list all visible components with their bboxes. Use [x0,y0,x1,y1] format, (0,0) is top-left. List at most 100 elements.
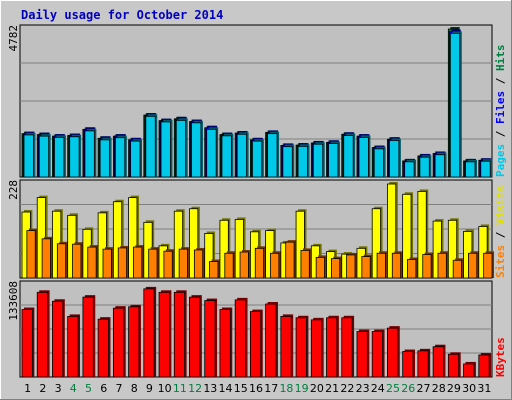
visits-ymax-label: 228 [7,180,20,200]
kbytes-kbytes-bar [310,319,323,378]
kbytes-kbytes-bar [143,288,155,378]
visits-legend-part-2: Visits [494,185,507,225]
kbytes-kbytes-bar [249,311,262,378]
kbytes-legend-part-0: KBytes [494,337,507,377]
visits-sites-bar [254,247,265,279]
hits-panel: 4782 Pages / Files / Hits [7,24,507,178]
kbytes-kbytes-bar [112,307,125,378]
hits-pages-bar [389,140,400,178]
visits-visits-bar [128,197,138,279]
kbytes-kbytes-bar [189,296,201,378]
hits-ymax-label: 4782 [7,25,20,52]
kbytes-kbytes-bar [371,331,383,378]
visits-sites-bar [26,230,36,279]
visits-sites-bar [239,251,249,279]
visits-sites-bar [193,249,204,279]
x-tick-label-10: 10 [158,382,172,395]
kbytes-kbytes-bar [128,306,140,378]
hits-pages-bar [221,135,232,178]
hits-legend-label: Pages / Files / Hits [494,45,507,178]
kbytes-kbytes-bar [67,316,79,378]
x-tick-label-21: 21 [325,382,339,395]
hits-legend-part-4: Hits [494,45,507,72]
hits-pages-bar [267,133,278,178]
visits-visits-bar [189,208,199,279]
chart-title: Daily usage for October 2014 [21,8,223,22]
hits-pages-bar [114,137,126,178]
hits-pages-bar [297,145,308,178]
x-tick-label-28: 28 [432,382,446,395]
hits-pages-bar [175,119,187,178]
visits-visits-bar [447,219,458,279]
hits-pages-bar [54,136,65,178]
kbytes-kbytes-bar [36,291,48,378]
x-tick-label-27: 27 [416,382,430,395]
hits-pages-bar [251,140,263,178]
kbytes-kbytes-bar [326,317,338,378]
x-tick-label-4: 4 [70,382,77,395]
visits-visits-bar [219,219,229,279]
x-tick-label-31: 31 [477,382,491,395]
visits-sites-bar [224,252,234,279]
x-tick-label-6: 6 [100,382,107,395]
kbytes-kbytes-bar [417,350,429,378]
visits-sites-bar [87,246,97,279]
hits-pages-bar [160,121,171,178]
visits-visits-bar [204,233,214,279]
visits-sites-bar [178,248,188,279]
visits-sites-bar [330,258,341,279]
x-tick-label-1: 1 [24,382,31,395]
visits-sites-bar [361,256,371,279]
visits-sites-bar [407,259,417,279]
hits-pages-bar [449,32,461,178]
hits-pages-bar [480,160,491,178]
visits-sites-bar [270,252,280,279]
visits-sites-bar [376,252,386,279]
visits-sites-bar [209,261,219,279]
kbytes-kbytes-bar [97,318,109,378]
kbytes-kbytes-bar [432,346,444,378]
hits-legend-part-3: / [494,71,507,91]
hits-pages-bar [312,143,324,178]
kbytes-kbytes-bar [402,351,414,378]
hits-pages-bar [236,133,248,178]
x-tick-label-30: 30 [462,382,476,395]
x-axis-labels: 1 2 3 4 5 6 7 8 9 10 11 12 13 14 15 16 17 18 19 20 21 22 23 24 2… [24,382,491,395]
visits-visits-bar [173,210,184,279]
kbytes-panel: 133608 KBytes [7,280,507,378]
x-tick-label-8: 8 [131,382,138,395]
hits-pages-bar [328,143,339,178]
x-tick-label-11: 11 [173,382,187,395]
visits-sites-bar [300,249,310,279]
visits-sites-bar [72,243,82,279]
visits-sites-bar [148,248,158,279]
hits-pages-bar [419,156,430,178]
kbytes-kbytes-bar [234,299,246,378]
hits-pages-bar [373,148,385,178]
kbytes-kbytes-bar [447,353,460,378]
hits-pages-bar [343,135,354,178]
kbytes-kbytes-bar [21,309,33,378]
kbytes-kbytes-bar [52,300,64,378]
kbytes-kbytes-bar [463,363,475,378]
x-tick-label-5: 5 [85,382,92,395]
x-tick-label-25: 25 [386,382,400,395]
x-tick-label-19: 19 [295,382,309,395]
visits-sites-bar [163,250,173,279]
hits-legend-part-2: Files [494,91,507,124]
x-tick-label-24: 24 [371,382,385,395]
kbytes-kbytes-bar [158,291,170,378]
kbytes-kbytes-bar [356,331,368,378]
kbytes-kbytes-bar [478,354,490,378]
hits-pages-bar [84,130,95,178]
visits-sites-bar [41,238,51,279]
x-tick-label-29: 29 [447,382,461,395]
hits-pages-bar [191,122,202,178]
visits-sites-bar [346,254,356,279]
hits-pages-bar [69,136,80,178]
x-tick-label-13: 13 [203,382,217,395]
kbytes-kbytes-bar [204,300,216,378]
visits-sites-bar [437,252,447,279]
visits-visits-bar [387,183,397,279]
hits-pages-bar [23,134,34,178]
